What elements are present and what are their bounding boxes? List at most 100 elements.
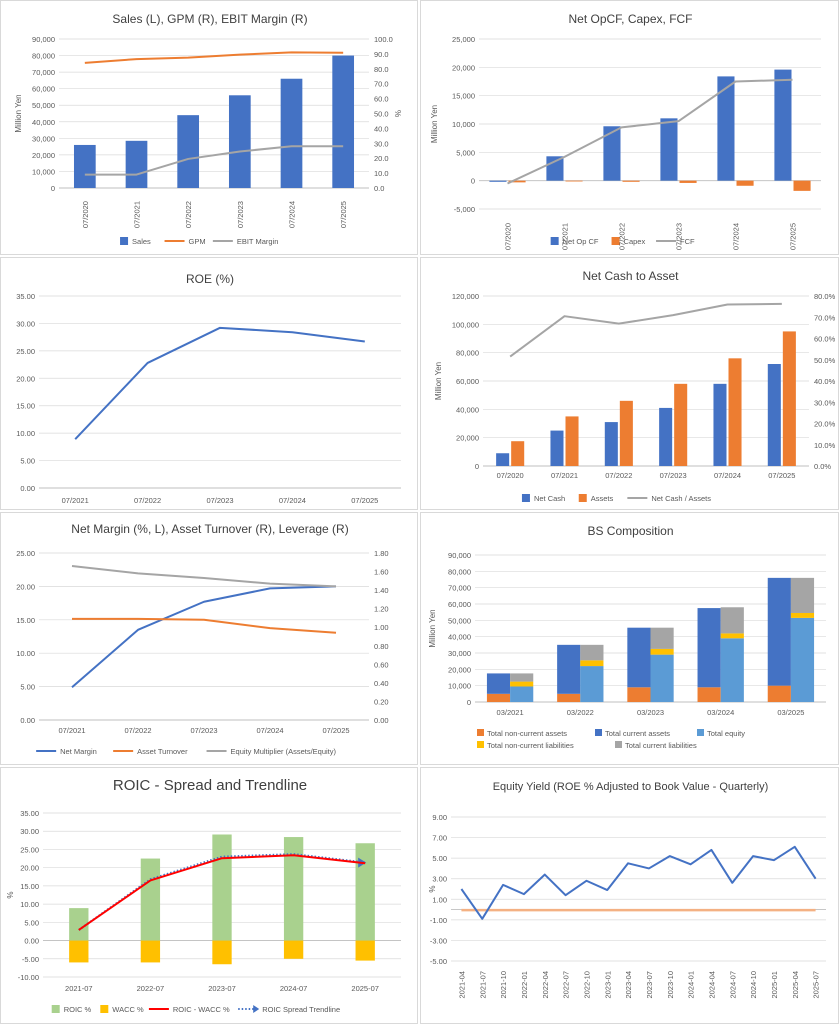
y2-tick-label: 0.0% xyxy=(814,462,831,471)
chart-roe: ROE (%) 0.00 5.00 10.00 15.00 20.00 25.00 30.00… xyxy=(16,272,401,505)
bar-wacc xyxy=(140,940,161,963)
chart-dupont: Net Margin (%, L), Asset Turnover (R), L… xyxy=(16,522,389,756)
y2-tick-label: 0.60 xyxy=(374,660,389,669)
chart-title: Net OpCF, Capex, FCF xyxy=(568,12,692,26)
y2-tick-label: 80.0% xyxy=(814,292,836,301)
y2-tick-label: 0.40 xyxy=(374,679,389,688)
chart-panel-net-cash: Net Cash to Asset 0 20,000 40,000 60,000 80,0… xyxy=(420,257,839,510)
bar-roic xyxy=(140,858,161,941)
y-tick-label: 100,000 xyxy=(452,320,479,329)
x-tick-label: 07/2023 xyxy=(206,496,233,505)
y-tick-label: 10.00 xyxy=(16,649,35,658)
legend-label: WACC % xyxy=(112,1005,144,1014)
y-tick-label: 30,000 xyxy=(448,649,471,658)
bar-capex xyxy=(793,180,811,191)
bar-segment-total-non-current-liabilities xyxy=(720,633,744,639)
x-tick-label: 2022-04 xyxy=(541,971,550,999)
bar-segment-total-non-current-assets xyxy=(627,687,651,702)
x-tick-label: 03/2021 xyxy=(497,708,524,717)
x-tick-label: 2021-07 xyxy=(478,971,487,999)
x-tick-label: 2024-07 xyxy=(280,984,308,993)
y-tick-label: 20.00 xyxy=(16,582,35,591)
bar-segment-total-non-current-assets xyxy=(486,693,511,702)
y-tick-label: 15.00 xyxy=(20,882,39,891)
y2-tick-label: 0.20 xyxy=(374,697,389,706)
bar-sales xyxy=(177,115,200,188)
x-tick-label: 2023-01 xyxy=(603,971,612,999)
y-tick-label: 20,000 xyxy=(32,151,55,160)
legend-swatch xyxy=(477,741,484,748)
bar-net-cash xyxy=(550,430,564,466)
y-tick-label: 10,000 xyxy=(452,120,475,129)
bar-segment-total-current-assets xyxy=(697,608,721,688)
chart-panel-roe: ROE (%) 0.00 5.00 10.00 15.00 20.00 25.00 30.00… xyxy=(0,257,418,510)
y-tick-label: 40,000 xyxy=(32,118,55,127)
y-tick-label: 0.00 xyxy=(20,716,35,725)
bar-net-op-cf xyxy=(660,118,678,181)
x-tick-label: 2024-04 xyxy=(707,971,716,999)
x-tick-label: 07/2023 xyxy=(675,223,684,250)
bar-capex xyxy=(679,180,697,183)
x-tick-label: 2022-01 xyxy=(520,971,529,999)
bar-roic xyxy=(69,908,89,941)
y-tick-label: 20,000 xyxy=(452,63,475,72)
x-tick-label: 07/2024 xyxy=(279,496,306,505)
y2-tick-label: 80.0 xyxy=(374,65,389,74)
bar-segment-total-current-liabilities xyxy=(510,673,534,682)
chart-title: Net Cash to Asset xyxy=(582,269,679,283)
bar-segment-total-current-assets xyxy=(627,627,651,688)
x-tick-label: 2022-07 xyxy=(137,984,165,993)
x-tick-label: 07/2021 xyxy=(62,496,89,505)
y-tick-label: 60,000 xyxy=(456,377,479,386)
y-tick-label: 90,000 xyxy=(448,551,471,560)
legend-label: FCF xyxy=(680,237,695,246)
legend-swatch xyxy=(615,741,622,748)
bar-segment-total-non-current-liabilities xyxy=(650,648,674,655)
y-tick-label: 70,000 xyxy=(32,68,55,77)
bar-segment-total-equity xyxy=(720,638,744,702)
bar-net-cash xyxy=(713,383,727,466)
y-tick-label: 40,000 xyxy=(456,405,479,414)
x-tick-label: 07/2021 xyxy=(133,201,142,228)
y2-tick-label: 70.0 xyxy=(374,80,389,89)
bar-net-op-cf xyxy=(489,180,507,182)
x-tick-label: 2024-10 xyxy=(749,971,758,999)
y-tick-label: 7.00 xyxy=(432,834,447,843)
y-tick-label: -5.00 xyxy=(430,957,447,966)
y-axis-label: Million Yen xyxy=(14,94,23,132)
x-tick-label: 07/2022 xyxy=(605,471,632,480)
legend-swatch xyxy=(578,494,587,502)
x-tick-label: 07/2024 xyxy=(256,726,283,735)
chart-title: Net Margin (%, L), Asset Turnover (R), L… xyxy=(71,522,348,536)
y-tick-label: 0 xyxy=(475,462,479,471)
bar-net-op-cf xyxy=(774,69,792,181)
bar-assets xyxy=(619,400,633,466)
x-tick-label: 07/2024 xyxy=(732,223,741,250)
legend-swatch xyxy=(521,494,530,502)
y2-tick-label: 0.80 xyxy=(374,642,389,651)
x-tick-label: 2024-01 xyxy=(687,971,696,999)
y2-tick-label: 30.0% xyxy=(814,398,836,407)
bar-capex xyxy=(565,180,583,182)
x-tick-label: 07/2025 xyxy=(351,496,378,505)
chart-title: BS Composition xyxy=(587,524,673,538)
legend-swatch xyxy=(100,1005,109,1013)
y2-tick-label: 0.00 xyxy=(374,716,389,725)
y-tick-label: 30.00 xyxy=(16,319,35,328)
chart-bs: BS Composition 0 10,000 20,000 30,000 40,000 5… xyxy=(428,524,826,750)
x-tick-label: 2025-07 xyxy=(351,984,379,993)
y-tick-label: 35.00 xyxy=(20,809,39,818)
bar-assets xyxy=(511,441,525,466)
legend-label: Total non-current liabilities xyxy=(487,741,574,750)
bar-roic xyxy=(283,837,304,941)
y2-axis-label: % xyxy=(394,110,403,117)
bar-segment-total-current-assets xyxy=(486,673,511,694)
line-ebit-margin xyxy=(84,145,344,176)
chart-panel-equity-yield: Equity Yield (ROE % Adjusted to Book Val… xyxy=(420,767,839,1024)
y-tick-label: 1.00 xyxy=(432,895,447,904)
chart-title: ROIC - Spread and Trendline xyxy=(113,777,307,794)
bar-segment-total-non-current-assets xyxy=(697,687,721,702)
y-tick-label: 25.00 xyxy=(16,549,35,558)
bar-segment-total-current-liabilities xyxy=(790,577,815,613)
y-tick-label: 120,000 xyxy=(452,292,479,301)
